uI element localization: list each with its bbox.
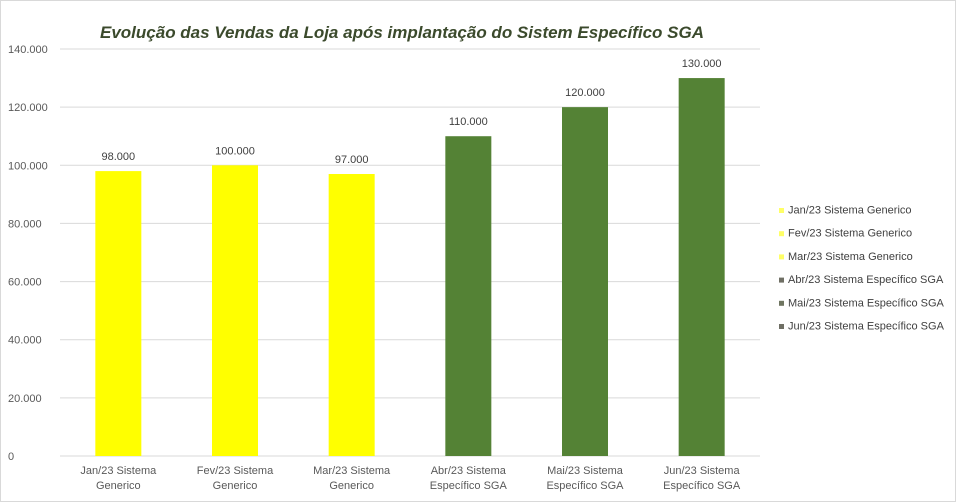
bar	[95, 171, 142, 456]
x-tick-label: Jan/23 Sistema	[80, 465, 157, 477]
data-label: 130.000	[682, 58, 722, 70]
y-tick-label: 40.000	[8, 335, 42, 347]
legend-label: Jan/23 Sistema Generico	[788, 205, 912, 217]
bar	[445, 136, 492, 456]
x-tick-label: Generico	[329, 480, 374, 492]
data-label: 120.000	[565, 87, 605, 99]
y-tick-label: 80.000	[8, 218, 42, 230]
x-tick-label: Específico SGA	[430, 480, 508, 492]
x-tick-label: Mar/23 Sistema	[313, 465, 391, 477]
data-label: 97.000	[335, 154, 369, 166]
y-tick-label: 60.000	[8, 277, 42, 289]
data-label: 98.000	[102, 151, 136, 163]
bar	[212, 165, 258, 457]
x-tick-label: Abr/23 Sistema	[431, 465, 507, 477]
legend-marker	[779, 277, 784, 283]
legend-marker	[779, 300, 784, 306]
x-tick-label: Específico SGA	[663, 480, 741, 492]
x-tick-label: Mai/23 Sistema	[547, 465, 624, 477]
y-tick-label: 20.000	[8, 393, 42, 405]
x-tick-label: Generico	[96, 480, 141, 492]
x-tick-label: Específico SGA	[546, 480, 624, 492]
y-tick-label: 120.000	[8, 102, 48, 114]
y-tick-label: 100.000	[8, 160, 48, 172]
legend-label: Mar/23 Sistema Generico	[788, 251, 913, 263]
chart-title: Evolução das Vendas da Loja após implant…	[100, 23, 704, 42]
legend-marker	[779, 208, 784, 213]
data-label: 110.000	[449, 116, 488, 128]
bar	[562, 107, 608, 457]
legend-label: Jun/23 Sistema Específico SGA	[788, 321, 945, 333]
x-tick-label: Jun/23 Sistema	[664, 465, 741, 477]
bar	[678, 78, 725, 457]
legend-label: Abr/23 Sistema Específico SGA	[788, 274, 944, 286]
legend-label: Mai/23 Sistema Específico SGA	[788, 297, 945, 309]
bar	[328, 174, 375, 456]
legend-marker	[779, 254, 784, 260]
legend-label: Fev/23 Sistema Generico	[788, 228, 912, 240]
data-label: 100.000	[215, 145, 255, 157]
y-tick-label: 0	[8, 451, 14, 463]
legend-marker	[779, 324, 784, 329]
legend-marker	[779, 231, 784, 237]
x-tick-label: Generico	[213, 480, 258, 492]
y-tick-label: 140.000	[8, 44, 48, 56]
x-tick-label: Fev/23 Sistema	[197, 465, 274, 477]
